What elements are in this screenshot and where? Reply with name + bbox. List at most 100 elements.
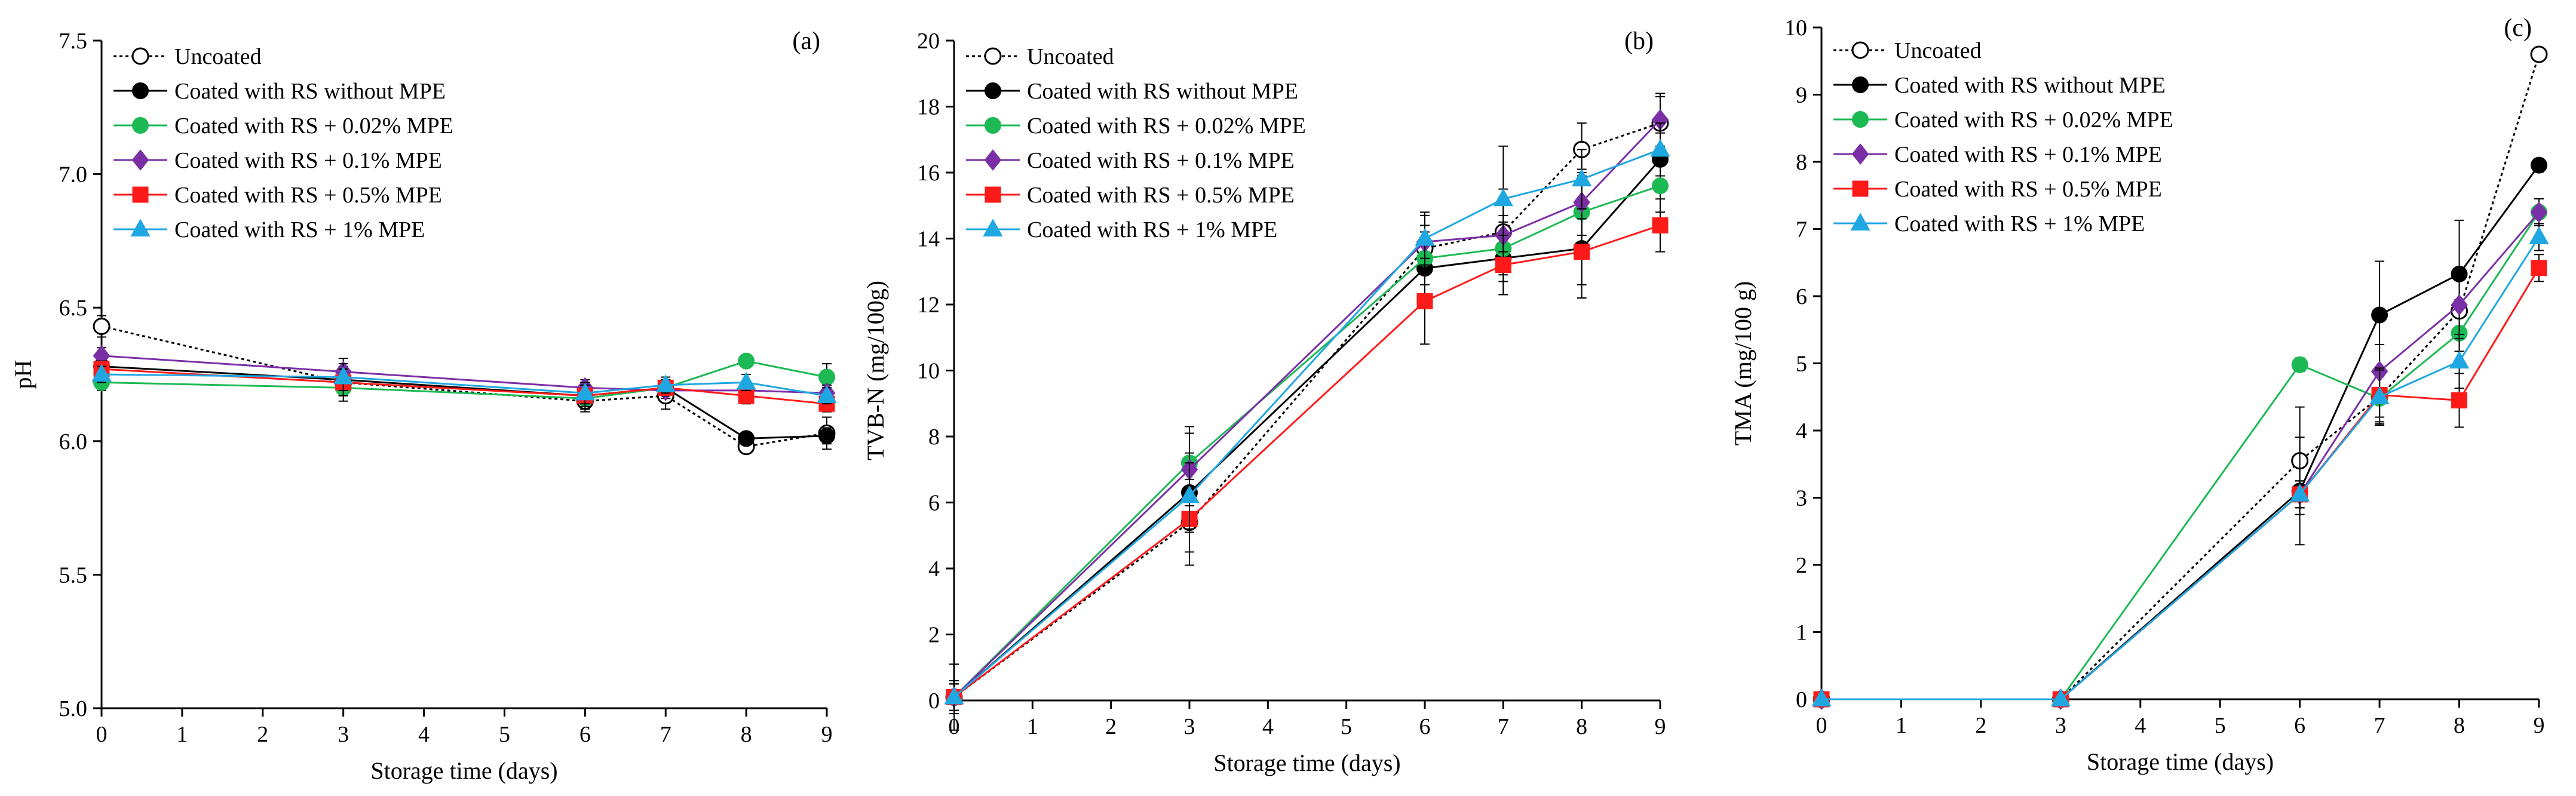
series-mpe1 [91,363,837,405]
panel-label: (c) [2504,14,2532,42]
legend-marker [132,186,149,203]
legend-marker [1851,143,1869,165]
series-mpe05 [1813,254,2547,708]
data-point [1415,228,1435,246]
x-tick-label: 1 [1896,713,1907,738]
x-tick-label: 2 [1105,714,1117,739]
x-tick-label: 0 [1816,713,1827,738]
y-tick-label: 6.0 [59,429,88,454]
series-line [101,360,827,399]
series-line [101,368,827,405]
data-point [1811,689,1832,707]
data-point [2451,294,2468,316]
series-line [953,224,1661,698]
data-point [93,318,111,336]
series-line [953,119,1661,698]
x-tick-label: 7 [2374,713,2385,738]
x-axis-title: Storage time (days) [370,757,557,784]
legend-marker [1851,41,1869,59]
y-tick-label: 10 [917,359,940,384]
legend-marker [1852,76,1869,93]
x-tick-label: 6 [1419,714,1431,739]
data-point [1493,188,1513,207]
y-tick-label: 5 [1796,352,1807,377]
x-tick-label: 9 [821,722,833,747]
panel-1: 5.0 5.5 6.0 6.5 7.0 7.5 0 1 2 3 4 5 6 7 8 9 Storage time… [10,27,837,784]
data-point [738,430,755,447]
y-tick-label: 6 [1796,284,1807,309]
y-tick-label: 14 [917,227,940,252]
y-axis-title: TMA (mg/100 g) [1729,281,1756,446]
x-tick-label: 3 [2055,713,2066,738]
legend-marker [1850,213,1870,231]
data-point [2530,45,2548,63]
y-tick-label: 1 [1796,620,1807,646]
data-point [2449,351,2470,369]
legend-label: Uncoated [174,44,262,69]
legend-label: Coated with RS + 0.1% MPE [1027,148,1295,173]
x-tick-label: 4 [2135,713,2146,738]
data-point [1652,217,1669,233]
data-point [655,374,676,392]
legend: Uncoated Coated with RS without MPE Coated… [114,44,453,242]
legend-label: Coated with RS + 0.5% MPE [1027,183,1295,208]
legend-marker [985,186,1001,203]
legend-label: Coated with RS + 0.02% MPE [1894,107,2173,133]
y-tick-label: 16 [917,161,940,186]
data-point [2050,689,2071,707]
legend-marker [983,219,1003,237]
legend-marker [984,149,1002,171]
legend-label: Uncoated [1027,44,1114,69]
legend: Uncoated Coated with RS without MPE Coated… [966,44,1306,242]
legend-label: Coated with RS + 1% MPE [174,217,425,242]
y-tick-label: 4 [1796,419,1807,444]
data-point [1650,139,1670,157]
y-axis-title: pH [10,360,36,389]
y-tick-label: 6 [928,491,940,516]
y-tick-label: 0 [928,689,940,714]
series-line [1821,211,2540,700]
x-tick-label: 3 [338,722,349,747]
y-tick-label: 18 [917,95,940,120]
series-line [1821,164,2540,700]
x-tick-label: 8 [741,722,752,747]
y-tick-label: 7.0 [59,162,88,188]
series-line [1821,236,2540,700]
data-point [1652,177,1669,195]
legend-label: Coated with RS + 0.5% MPE [174,183,442,208]
x-tick-label: 4 [1262,714,1274,739]
data-point [738,388,755,404]
data-point [1572,168,1592,187]
data-point [333,366,354,385]
legend-marker [131,47,149,65]
y-tick-label: 3 [1796,486,1807,511]
series-line [953,122,1661,698]
series-rs [1813,156,2547,708]
y-tick-label: 7.5 [59,29,88,54]
legend-marker [131,149,149,171]
data-point [738,352,755,370]
x-tick-label: 3 [1184,714,1195,739]
series-line [1821,267,2540,700]
legend-label: Coated with RS + 1% MPE [1027,217,1277,242]
series-line [953,158,1661,698]
data-point [1179,485,1200,503]
x-tick-label: 5 [1341,714,1352,739]
legend-label: Coated with RS + 0.5% MPE [1894,177,2162,202]
x-tick-label: 1 [176,722,188,747]
legend-marker [1852,111,1869,128]
panel-label: (a) [792,27,820,55]
data-point [818,427,835,444]
series-mpe1 [944,122,1670,711]
legend-marker [132,117,149,134]
legend-marker [985,117,1001,134]
y-tick-label: 8 [928,425,940,450]
legend-marker [984,47,1002,65]
x-tick-label: 1 [1027,714,1038,739]
x-tick-label: 0 [96,722,108,747]
x-axis-title: Storage time (days) [1213,749,1400,776]
y-tick-label: 7 [1796,217,1807,242]
panel-label: (b) [1624,27,1654,55]
